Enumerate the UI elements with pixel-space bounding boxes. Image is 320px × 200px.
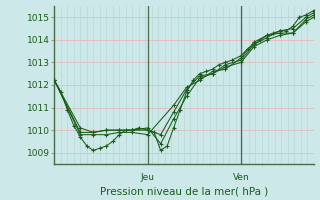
Text: Jeu: Jeu — [141, 173, 155, 182]
Text: Pression niveau de la mer( hPa ): Pression niveau de la mer( hPa ) — [100, 186, 268, 196]
Text: Ven: Ven — [233, 173, 249, 182]
